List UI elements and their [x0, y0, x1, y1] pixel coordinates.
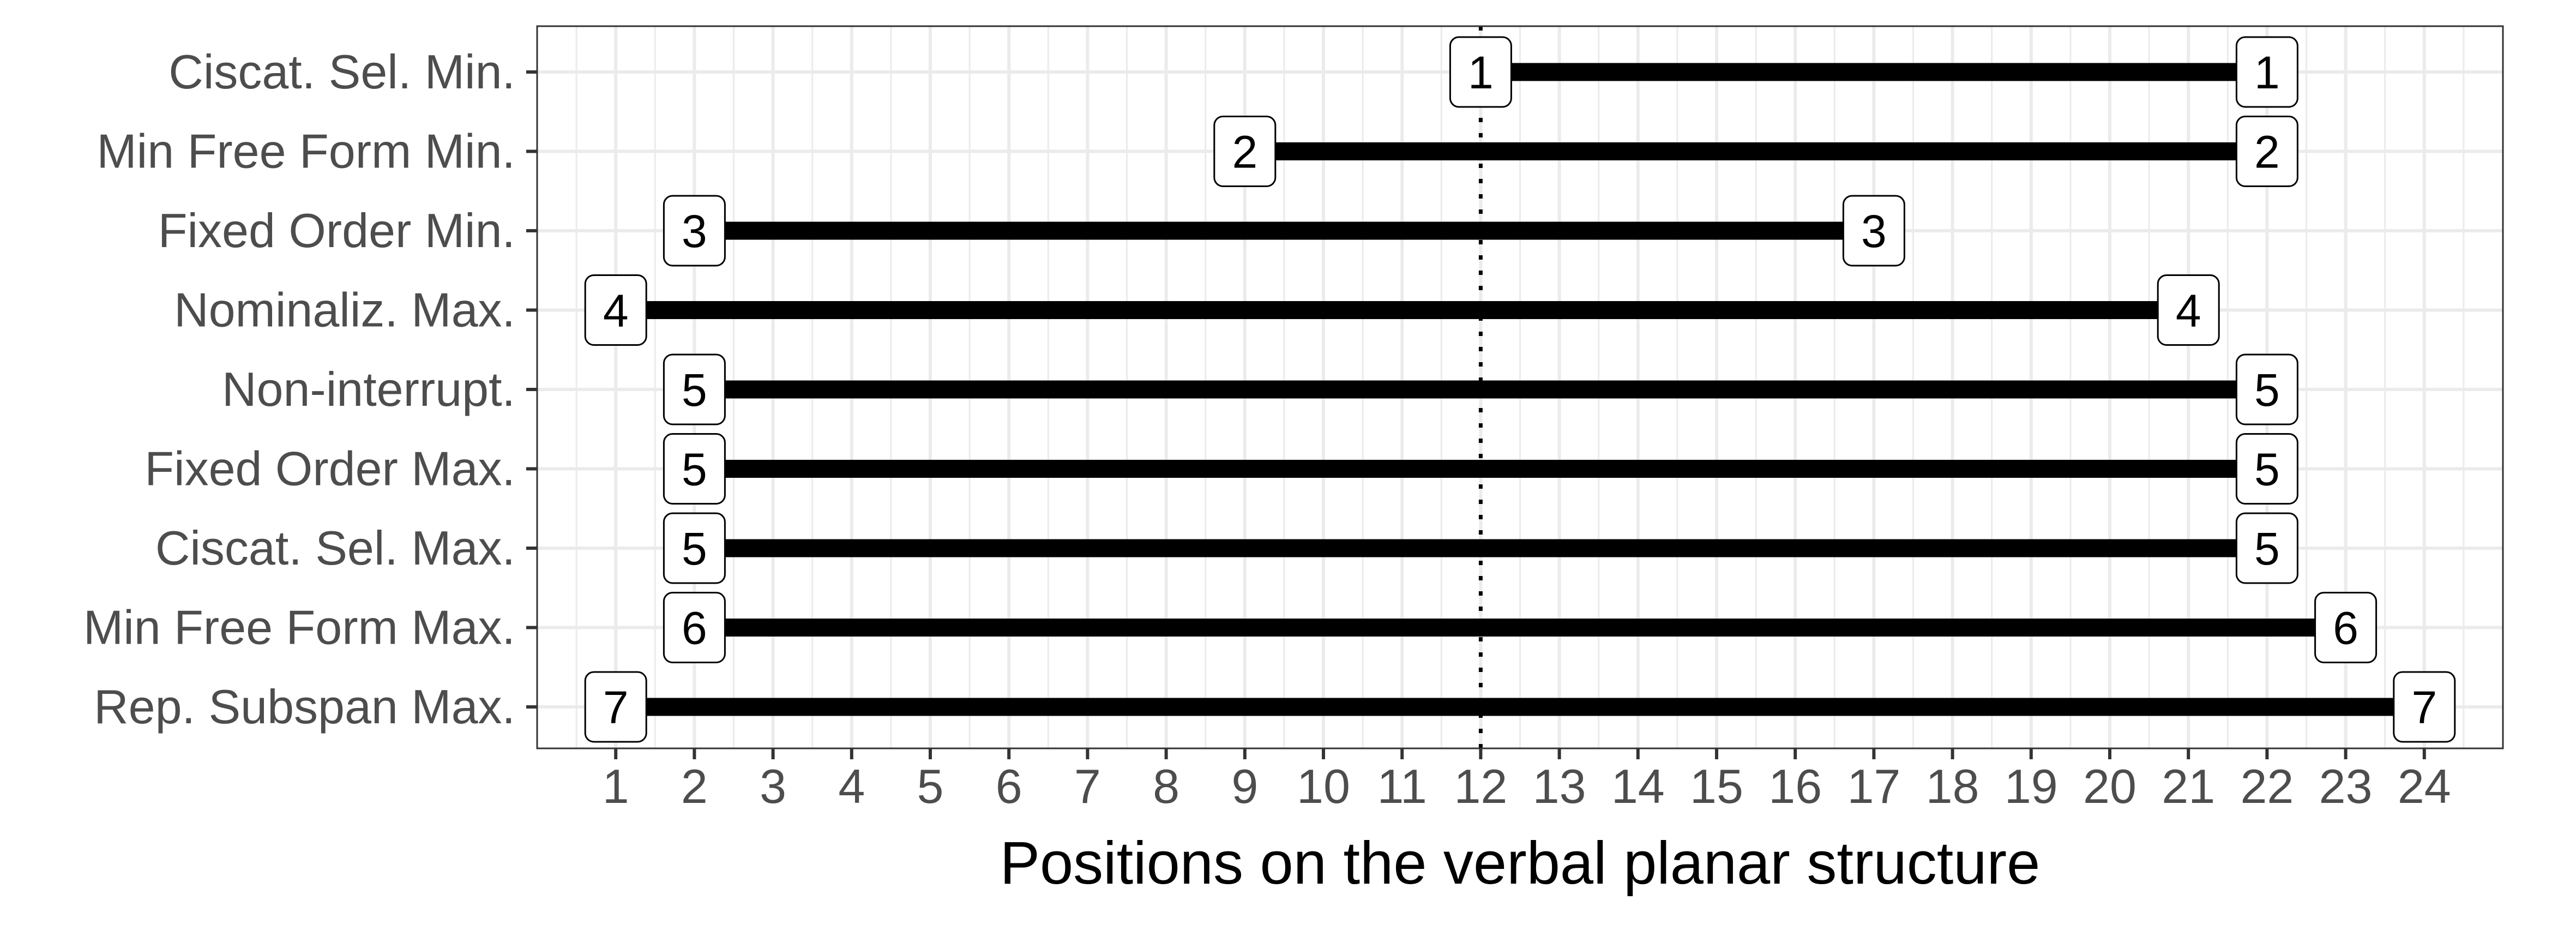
x-tick-label: 14 — [1611, 759, 1665, 813]
x-tick-label: 22 — [2240, 759, 2294, 813]
value-label-start: 4 — [584, 274, 647, 346]
value-label-box — [663, 512, 726, 584]
y-tick-label: Min Free Form Max. — [83, 601, 515, 655]
value-label-text: 6 — [2333, 603, 2358, 654]
value-label-box — [1449, 36, 1512, 108]
value-label-start: 5 — [663, 353, 726, 425]
y-tick-label: Non-interrupt. — [222, 362, 515, 416]
y-tick-label: Rep. Subspan Max. — [94, 680, 515, 734]
segment-layer — [616, 63, 2424, 716]
x-tick-label: 11 — [1377, 759, 1427, 813]
y-tick-label: Ciscat. Sel. Max. — [155, 521, 515, 575]
x-tick-label: 12 — [1454, 759, 1507, 813]
value-label-start: 3 — [663, 195, 726, 267]
value-label-text: 2 — [1232, 127, 1257, 178]
x-tick-label: 17 — [1847, 759, 1900, 813]
value-label-end: 2 — [2235, 116, 2298, 187]
x-tick-label: 4 — [838, 759, 865, 813]
value-label-text: 5 — [682, 523, 707, 574]
value-label-text: 2 — [2254, 127, 2280, 178]
x-tick-label: 7 — [1074, 759, 1101, 813]
value-label-start: 5 — [663, 433, 726, 505]
value-label-box — [2235, 433, 2298, 505]
x-tick-label: 2 — [681, 759, 708, 813]
value-label-text: 4 — [603, 285, 629, 337]
y-axis: Ciscat. Sel. Min. Min Free Form Min. Fixed… — [83, 45, 537, 734]
value-label-box — [1842, 195, 1905, 267]
value-label-box — [2235, 36, 2298, 108]
value-label-text: 7 — [2411, 682, 2437, 733]
value-label-start: 1 — [1449, 36, 1512, 108]
x-tick-label: 24 — [2398, 759, 2451, 813]
value-label-text: 7 — [603, 682, 629, 733]
y-tick-label: Fixed Order Min. — [158, 203, 515, 257]
x-tick-label: 6 — [996, 759, 1022, 813]
x-tick-label: 20 — [2083, 759, 2136, 813]
value-label-text: 3 — [1861, 206, 1887, 257]
x-axis: 1 2 3 4 5 6 7 8 9 10 11 12 13 14 15 16 17 18 19 20 21 22 23 24 — [603, 748, 2451, 813]
value-label-box — [2235, 512, 2298, 584]
value-label-box — [2235, 353, 2298, 425]
value-label-box — [2157, 274, 2220, 346]
value-label-text: 5 — [2254, 523, 2280, 574]
value-label-box — [663, 195, 726, 267]
x-tick-label: 8 — [1153, 759, 1179, 813]
value-label-text: 5 — [2254, 444, 2280, 495]
value-label-end: 6 — [2314, 592, 2378, 663]
x-tick-label: 5 — [917, 759, 944, 813]
value-label-start: 5 — [663, 512, 726, 584]
value-label-text: 4 — [2176, 285, 2201, 337]
value-label-text: 1 — [1468, 47, 1494, 98]
value-label-box — [584, 671, 647, 743]
x-tick-label: 23 — [2319, 759, 2373, 813]
value-label-layer: 1 1 2 2 3 3 4 4 5 5 5 5 5 5 6 6 7 7 — [584, 36, 2456, 743]
value-label-text: 5 — [2254, 364, 2280, 416]
value-label-text: 5 — [682, 444, 707, 495]
value-label-end: 7 — [2393, 671, 2456, 743]
value-label-end: 1 — [2235, 36, 2298, 108]
x-axis-title: Positions on the verbal planar structure — [1000, 830, 2041, 897]
value-label-box — [2393, 671, 2456, 743]
plot-panel-border — [536, 25, 2504, 749]
y-tick-label: Min Free Form Min. — [97, 124, 515, 178]
value-label-text: 5 — [682, 364, 707, 416]
value-label-end: 3 — [1842, 195, 1905, 267]
x-tick-label: 10 — [1297, 759, 1350, 813]
value-label-box — [1213, 116, 1277, 187]
value-label-end: 5 — [2235, 353, 2298, 425]
x-tick-label: 15 — [1690, 759, 1743, 813]
y-tick-label: Nominaliz. Max. — [174, 283, 515, 337]
value-label-end: 5 — [2235, 512, 2298, 584]
value-label-start: 7 — [584, 671, 647, 743]
value-label-text: 3 — [682, 206, 707, 257]
x-tick-label: 1 — [603, 759, 629, 813]
x-tick-label: 9 — [1231, 759, 1258, 813]
x-tick-label: 21 — [2162, 759, 2215, 813]
value-label-box — [663, 353, 726, 425]
value-label-box — [663, 592, 726, 663]
x-tick-label: 3 — [760, 759, 786, 813]
x-tick-label: 18 — [1926, 759, 1979, 813]
x-tick-label: 19 — [2005, 759, 2058, 813]
value-label-box — [663, 433, 726, 505]
value-label-text: 1 — [2254, 47, 2280, 98]
value-label-end: 5 — [2235, 433, 2298, 505]
value-label-end: 4 — [2157, 274, 2220, 346]
x-tick-label: 16 — [1768, 759, 1822, 813]
value-label-text: 6 — [682, 603, 707, 654]
x-tick-label: 13 — [1533, 759, 1586, 813]
y-tick-label: Fixed Order Max. — [145, 442, 515, 496]
value-label-start: 6 — [663, 592, 726, 663]
value-label-start: 2 — [1213, 116, 1277, 187]
value-label-box — [2235, 116, 2298, 187]
y-tick-label: Ciscat. Sel. Min. — [168, 45, 515, 99]
value-label-box — [2314, 592, 2378, 663]
value-label-box — [584, 274, 647, 346]
